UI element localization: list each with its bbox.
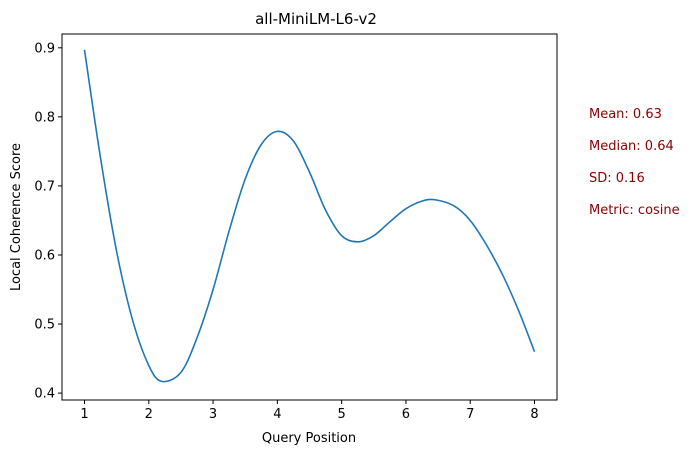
x-tick-label: 7 — [466, 407, 474, 422]
stat-annotation: Metric: cosine — [589, 203, 680, 218]
y-tick-label: 0.8 — [34, 110, 55, 125]
x-tick-label: 5 — [338, 407, 346, 422]
stat-annotation: SD: 0.16 — [589, 171, 645, 186]
series-line — [83, 49, 536, 383]
stat-annotation: Median: 0.64 — [589, 139, 674, 154]
x-axis-label: Query Position — [262, 431, 356, 446]
y-tick-label: 0.6 — [34, 248, 55, 263]
y-tick-label: 0.7 — [34, 179, 55, 194]
stat-annotation: Mean: 0.63 — [589, 107, 662, 122]
x-tick-label: 8 — [530, 407, 538, 422]
y-tick-label: 0.4 — [34, 387, 55, 402]
y-tick-label: 0.5 — [34, 318, 55, 333]
y-tick-label: 0.9 — [34, 41, 55, 56]
y-axis-label: Local Coherence Score — [9, 143, 24, 291]
x-tick-label: 2 — [145, 407, 153, 422]
chart-title: all-MiniLM-L6-v2 — [255, 10, 377, 28]
plot-frame — [61, 33, 558, 401]
x-axis: 1 2 3 4 5 6 7 8 — [80, 400, 539, 422]
x-tick-label: 1 — [80, 407, 88, 422]
y-axis: 0.4 0.5 0.6 0.7 0.8 0.9 — [34, 41, 62, 402]
x-tick-label: 4 — [273, 407, 281, 422]
stats-annotations: Mean: 0.63 Median: 0.64 SD: 0.16 Metric: co… — [589, 107, 680, 218]
x-tick-label: 3 — [209, 407, 217, 422]
x-tick-label: 6 — [402, 407, 410, 422]
